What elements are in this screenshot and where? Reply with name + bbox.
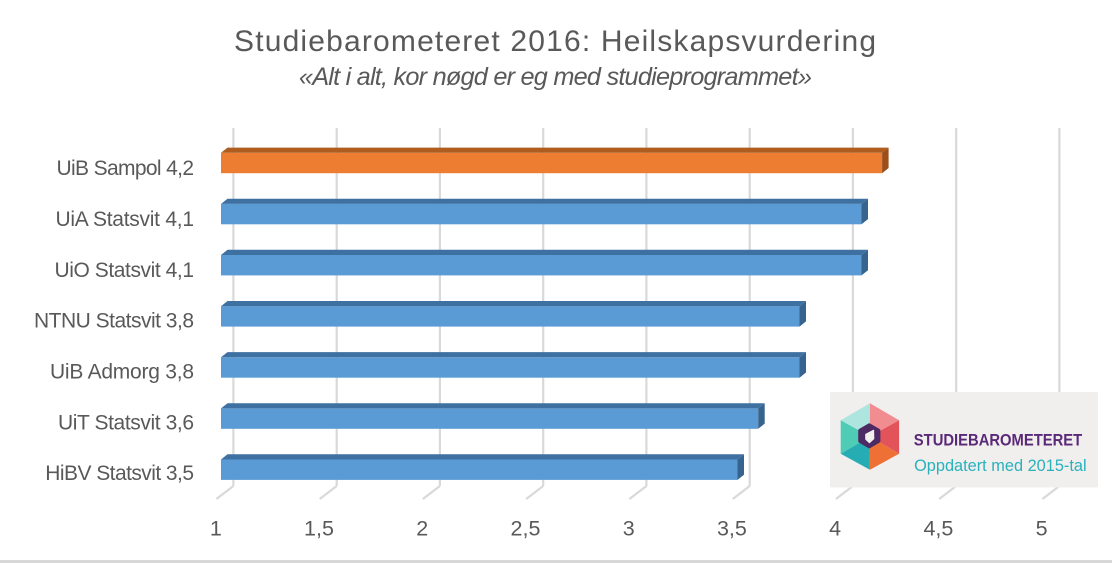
svg-text:UiO Statsvit 4,1: UiO Statsvit 4,1 xyxy=(55,259,195,282)
svg-text:UiB Sampol 4,2: UiB Sampol 4,2 xyxy=(57,157,195,180)
svg-text:HiBV Statsvit 3,5: HiBV Statsvit 3,5 xyxy=(45,462,194,485)
svg-text:UiT Statsvit 3,6: UiT Statsvit 3,6 xyxy=(58,411,194,434)
svg-text:«Alt i alt, kor nøgd er eg med: «Alt i alt, kor nøgd er eg med studiepro… xyxy=(299,63,812,91)
svg-text:1: 1 xyxy=(210,517,222,541)
svg-text:Oppdatert med 2015-tal: Oppdatert med 2015-tal xyxy=(914,456,1087,475)
svg-text:NTNU Statsvit 3,8: NTNU Statsvit 3,8 xyxy=(34,310,194,333)
svg-text:STUDIEBAROMETERET: STUDIEBAROMETERET xyxy=(914,431,1083,450)
svg-text:2,5: 2,5 xyxy=(511,517,541,541)
svg-text:3: 3 xyxy=(623,517,635,541)
svg-text:UiB Admorg 3,8: UiB Admorg 3,8 xyxy=(50,360,194,383)
svg-text:Studiebarometeret 2016: Heilsk: Studiebarometeret 2016: Heilskapsvurderi… xyxy=(234,25,876,58)
svg-text:5: 5 xyxy=(1036,517,1048,541)
svg-text:UiA Statsvit 4,1: UiA Statsvit 4,1 xyxy=(56,208,195,231)
svg-text:2: 2 xyxy=(416,517,428,541)
svg-text:3,5: 3,5 xyxy=(717,517,747,541)
svg-text:4: 4 xyxy=(829,517,841,541)
svg-text:4,5: 4,5 xyxy=(923,517,953,541)
svg-text:1,5: 1,5 xyxy=(304,517,334,541)
